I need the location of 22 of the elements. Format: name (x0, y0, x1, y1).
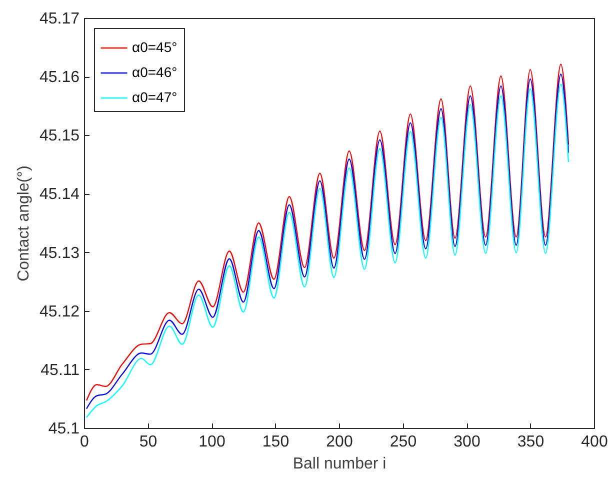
x-tick-label: 400 (581, 434, 608, 450)
x-tick-label: 200 (326, 434, 353, 450)
y-tick-label: 45.15 (39, 128, 80, 145)
y-tick-label: 45.12 (39, 303, 80, 320)
legend-label: α0=45° (132, 39, 178, 55)
y-tick-label: 45.13 (39, 244, 80, 262)
y-tick-label: 45.16 (39, 69, 80, 86)
legend-label: α0=47° (132, 89, 178, 105)
x-tick-label: 0 (80, 434, 90, 450)
x-tick-label: 300 (454, 434, 480, 450)
y-axis-title: Contact angle(°) (15, 166, 32, 282)
x-axis-title: Ball number i (292, 456, 386, 472)
x-tick-label: 350 (517, 434, 544, 450)
y-tick-label: 45.14 (39, 186, 80, 204)
x-tick-label: 100 (198, 434, 226, 450)
y-tick-label: 45.11 (40, 362, 80, 379)
x-tick-label: 250 (390, 434, 417, 450)
x-tick-label: 50 (139, 434, 158, 450)
legend-label: α0=46° (132, 64, 178, 80)
x-tick-label: 150 (262, 434, 290, 450)
y-tick-label: 45.1 (48, 420, 80, 438)
y-tick-label: 45.17 (39, 10, 80, 28)
